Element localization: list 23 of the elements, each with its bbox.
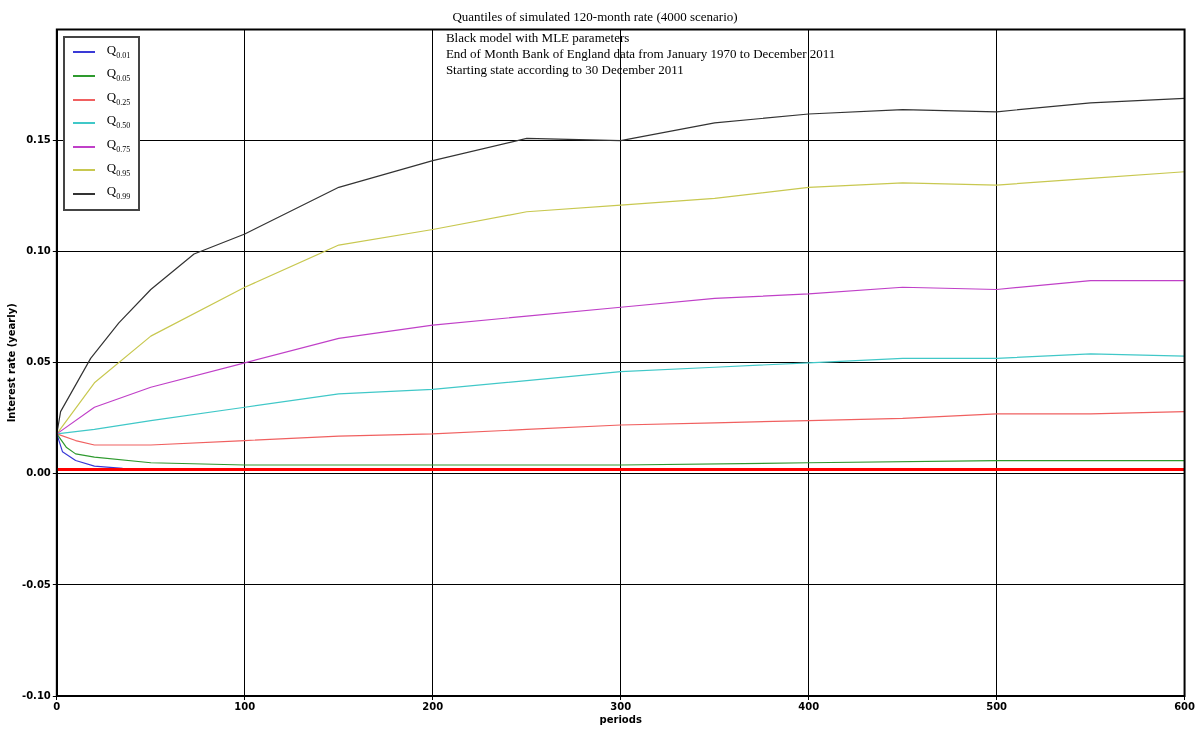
y-tick-label: 0.05 xyxy=(26,356,51,368)
x-tick-label: 500 xyxy=(986,700,1008,712)
y-tick-label: 0.15 xyxy=(26,134,51,146)
legend-label: Q$_{0.05}$ xyxy=(106,64,131,85)
x-tick-label: 300 xyxy=(610,700,632,712)
chart-title: Quantiles of simulated 120-month rate (4000 scenario) xyxy=(452,9,738,25)
y-tick-label: 0.00 xyxy=(26,467,51,479)
x-tick-label: 0 xyxy=(53,700,61,712)
y-tick-label: 0.10 xyxy=(26,245,51,257)
legend-label: Q$_{0.99}$ xyxy=(106,182,131,203)
legend-label: Q$_{0.25}$ xyxy=(106,87,131,109)
legend-label: Q$_{0.75}$ xyxy=(106,134,131,156)
y-tick-label: -0.05 xyxy=(22,578,51,590)
y-tick-label: -0.10 xyxy=(22,689,51,701)
legend-label: Q$_{0.95}$ xyxy=(106,158,131,180)
x-tick-label: 400 xyxy=(798,700,820,712)
x-tick-label: 100 xyxy=(234,700,256,712)
x-axis-title: periods xyxy=(599,713,642,725)
y-axis-title: Interest rate (yearly) xyxy=(5,303,17,423)
x-tick-label: 200 xyxy=(422,700,444,712)
legend-label: Q$_{0.50}$ xyxy=(106,111,131,132)
x-tick-label: 600 xyxy=(1174,700,1196,712)
legend-label: Q$_{0.01}$ xyxy=(106,40,131,62)
